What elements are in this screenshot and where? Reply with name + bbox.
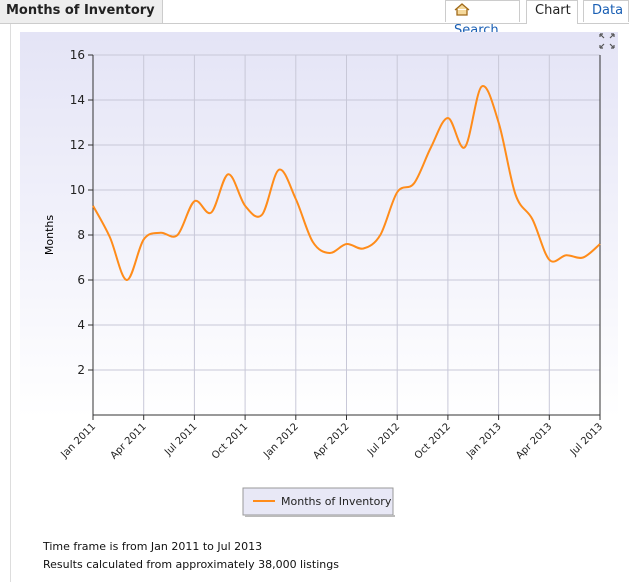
tab-label: Data <box>592 3 624 18</box>
footer-note: Results calculated from approximately 38… <box>43 558 339 571</box>
tab-label: Chart <box>535 3 571 18</box>
chart: Months 2 4 6 8 10 12 14 16 Jan 2011 Apr 2011 Jul 2… <box>20 32 618 517</box>
x-tick-label: Apr 2011 <box>109 421 149 461</box>
x-tick-label: Jan 2011 <box>58 421 98 461</box>
y-tick-label: 6 <box>77 273 85 287</box>
y-tick-label: 8 <box>77 228 85 242</box>
footer-note: Time frame is from Jan 2011 to Jul 2013 <box>43 540 263 553</box>
x-tick-label: Apr 2013 <box>514 421 554 461</box>
footer: Time frame is from Jan 2011 to Jul 2013 … <box>43 538 339 574</box>
legend-label: Months of Inventory <box>281 495 392 508</box>
x-tick-label: Jul 2011 <box>162 421 199 458</box>
y-axis-label: Months <box>43 215 56 255</box>
chart-tab[interactable]: Chart <box>526 0 578 24</box>
x-tick-label: Oct 2011 <box>210 421 250 461</box>
data-line <box>92 85 601 281</box>
x-tick-label: Oct 2012 <box>413 421 453 461</box>
title-box: Months of Inventory <box>0 0 163 23</box>
x-tick-label: Jul 2013 <box>568 421 605 458</box>
y-tick-label: 4 <box>77 318 85 332</box>
y-tick-label: 10 <box>70 183 85 197</box>
x-tick-label: Jan 2012 <box>261 421 301 461</box>
legend: Months of Inventory <box>242 487 395 517</box>
x-tick-label: Jan 2013 <box>464 421 504 461</box>
y-tick-label: 2 <box>77 363 85 377</box>
x-tick-label: Apr 2012 <box>311 421 351 461</box>
page-title: Months of Inventory <box>6 3 155 18</box>
home-icon <box>454 3 470 16</box>
header: Months of Inventory Search Chart Data <box>0 0 629 38</box>
expand-icon[interactable] <box>599 33 615 49</box>
legend-shadow <box>245 515 395 517</box>
x-tick-label: Jul 2012 <box>365 421 402 458</box>
y-tick-label: 16 <box>70 48 85 62</box>
search-tab[interactable]: Search <box>445 0 520 38</box>
plot-background <box>20 32 618 418</box>
panel <box>10 24 629 582</box>
data-tab[interactable]: Data <box>583 0 629 22</box>
y-tick-label: 12 <box>70 138 85 152</box>
y-tick-label: 14 <box>70 93 85 107</box>
